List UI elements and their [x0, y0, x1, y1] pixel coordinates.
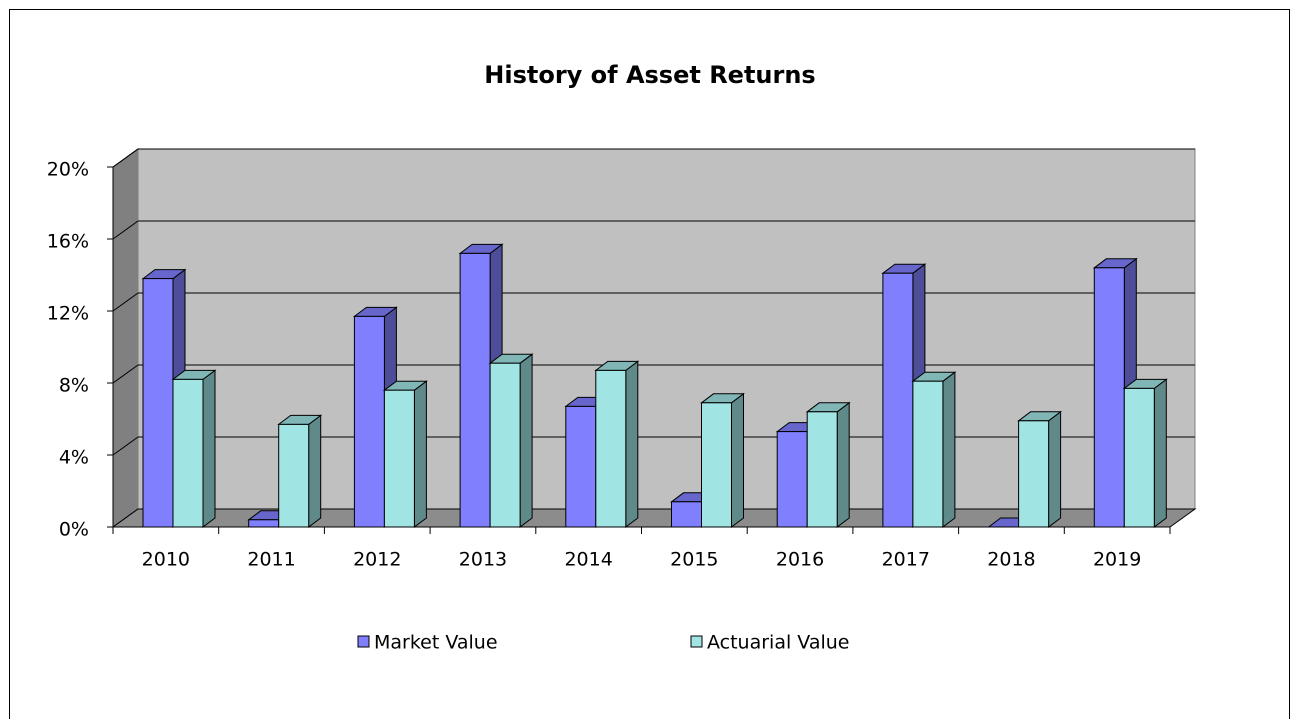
bar: [488, 353, 534, 528]
bar-face: [202, 369, 216, 528]
bar-face: [353, 315, 385, 528]
bar: [1122, 378, 1168, 528]
bar-face: [278, 423, 310, 528]
bar-face: [1153, 378, 1167, 528]
y-tick-label: 4%: [59, 447, 89, 469]
chart-title: History of Asset Returns: [484, 61, 815, 89]
grid-line: [112, 292, 139, 312]
legend-swatch: [357, 635, 370, 648]
x-tick-label: 2019: [1093, 549, 1141, 571]
bar: [805, 401, 851, 528]
bar-face: [489, 362, 521, 528]
x-tick-label: 2012: [353, 549, 401, 571]
bar-face: [836, 401, 850, 528]
left-wall: [112, 148, 139, 528]
bar-face: [701, 402, 732, 528]
bar: [382, 380, 428, 528]
bar: [1017, 410, 1063, 528]
x-tick-label: 2018: [987, 549, 1035, 571]
y-tick-label: 12%: [47, 303, 89, 325]
bar-face: [882, 272, 914, 528]
bar-face: [565, 405, 597, 528]
bar-face: [308, 414, 322, 528]
bar-face: [625, 360, 639, 528]
bar-face: [248, 519, 280, 528]
y-tick-label: 8%: [59, 375, 89, 397]
bar-face: [595, 369, 627, 528]
bar-face: [142, 278, 174, 528]
bar-face: [912, 380, 944, 528]
grid-line: [112, 148, 139, 168]
bar-face: [1123, 387, 1155, 528]
bar-face: [1093, 267, 1125, 528]
legend-label: Market Value: [374, 632, 498, 654]
bar-face: [671, 501, 702, 528]
y-tick-label: 20%: [47, 159, 89, 181]
grid-line: [112, 436, 139, 456]
y-tick-label: 16%: [47, 231, 89, 253]
x-tick-label: 2014: [564, 549, 612, 571]
legend-swatch: [690, 635, 703, 648]
bar-face: [731, 392, 744, 528]
bar-face: [519, 353, 533, 528]
bar-face: [806, 411, 838, 528]
x-tick-label: 2016: [776, 549, 824, 571]
x-tick-label: 2010: [142, 549, 190, 571]
bar-face: [776, 431, 808, 528]
bar: [594, 360, 640, 528]
grid-line: [112, 220, 139, 240]
bar-face: [413, 380, 427, 528]
bar-face: [1048, 410, 1062, 528]
bar: [911, 371, 957, 528]
bar: [171, 369, 217, 528]
legend-label: Actuarial Value: [707, 632, 849, 654]
bar-face: [459, 252, 491, 528]
y-tick-label: 0%: [59, 519, 89, 541]
bar: [277, 414, 323, 528]
bar-face: [172, 378, 204, 528]
grid-line: [112, 364, 139, 384]
x-tick-label: 2011: [247, 549, 295, 571]
x-tick-label: 2017: [882, 549, 930, 571]
x-tick-label: 2015: [670, 549, 718, 571]
bar-face: [942, 371, 956, 528]
x-tick-label: 2013: [459, 549, 507, 571]
bar-face: [383, 389, 415, 528]
bar-face: [1018, 420, 1050, 528]
bar: [700, 392, 745, 528]
